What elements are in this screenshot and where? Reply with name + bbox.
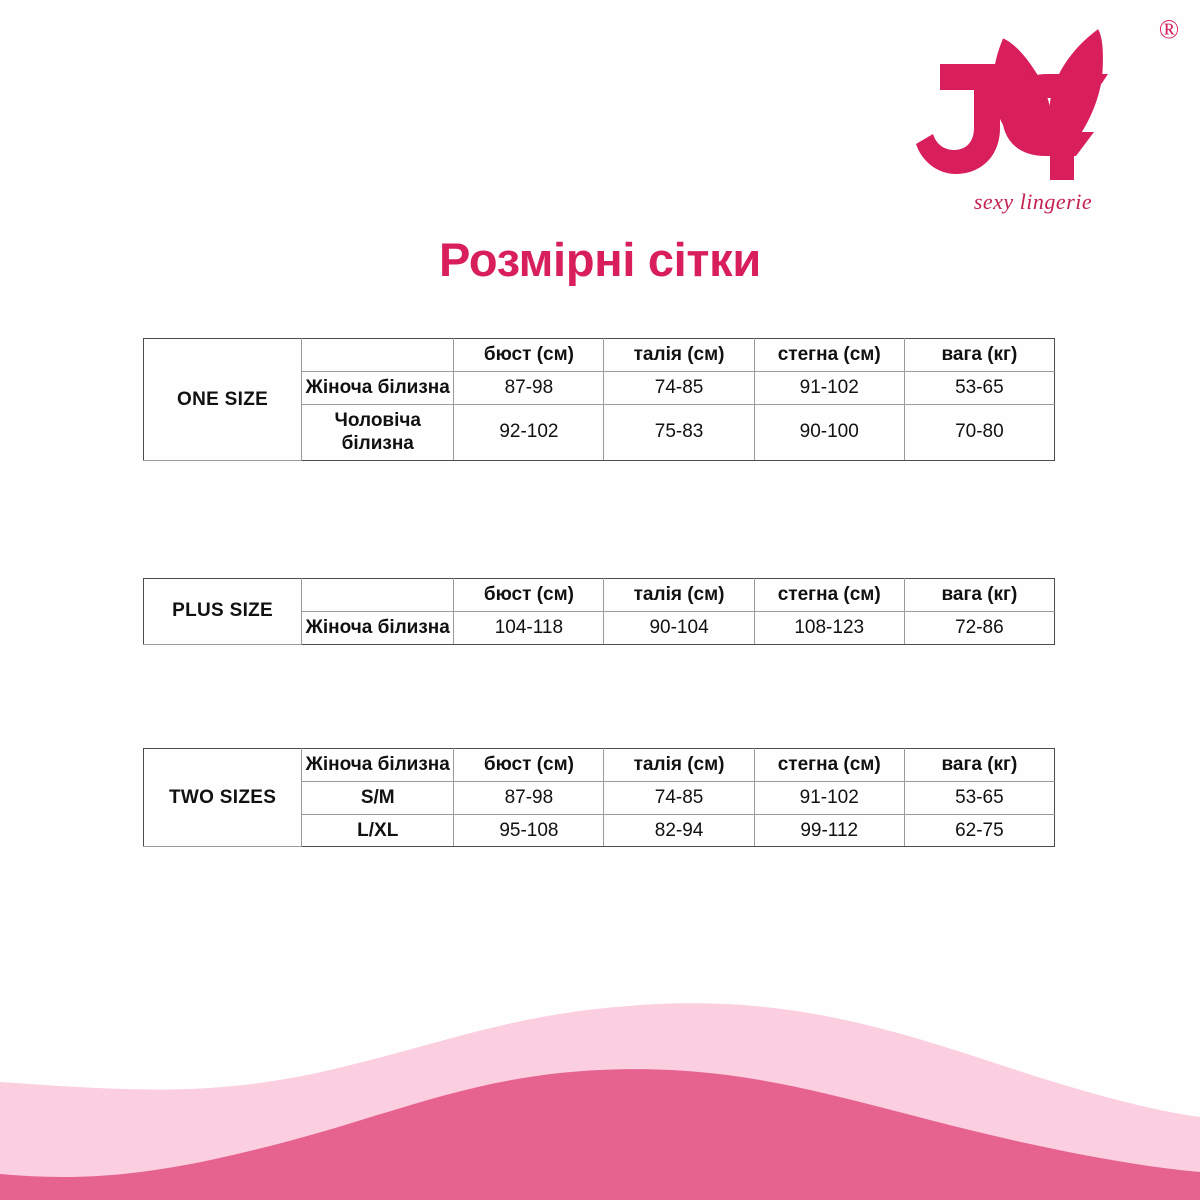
cell-waist: 74-85 [603,780,755,815]
cell-hips: 99-112 [753,813,905,848]
category-label-one-size: ONE SIZE [142,338,303,461]
cell-weight: 53-65 [903,370,1056,405]
cell-bust: 104-118 [453,610,605,645]
cell-bust: 87-98 [453,780,605,815]
cell-weight: 72-86 [903,610,1056,645]
wave-front-shape [0,1069,1200,1200]
table-row-header: PLUS SIZE бюст (см) талія (см) стегна (с… [142,578,1056,645]
size-table-two-sizes: TWO SIZES Жіноча білизна бюст (см) талія… [142,747,1056,848]
cell-hips: 91-102 [753,370,905,405]
header-label-womens: Жіноча білизна [301,748,455,782]
row-label-womens: Жіноча білизна [301,370,455,405]
header-label-blank [301,338,455,372]
cell-waist: 90-104 [603,610,755,645]
decorative-wave-footer [0,1003,1200,1200]
table-row: Жіноча білизна 87-98 74-85 91-102 53-65 [144,370,1056,405]
column-header-bust: бюст (см) [453,748,605,782]
column-header-waist: талія (см) [603,578,755,612]
cell-hips: 90-100 [753,403,905,461]
column-header-waist: талія (см) [603,748,755,782]
column-header-weight: вага (кг) [903,578,1056,612]
column-header-weight: вага (кг) [903,338,1056,372]
row-label-lxl: L/XL [301,813,455,848]
size-table-plus-size: PLUS SIZE бюст (см) талія (см) стегна (с… [142,578,1056,645]
column-header-hips: стегна (см) [753,748,905,782]
column-header-weight: вага (кг) [903,748,1056,782]
brand-logo: ® sexy lingerie [908,8,1179,223]
size-table-one-size: ONE SIZE бюст (см) талія (см) стегна (см… [142,338,1056,461]
header-label-blank [301,578,455,612]
cell-weight: 70-80 [903,403,1056,461]
column-header-bust: бюст (см) [453,338,605,372]
category-label-two-sizes: TWO SIZES [142,747,303,848]
category-label-plus-size: PLUS SIZE [142,578,303,645]
jsy-logo-mark [916,29,1108,180]
cell-bust: 87-98 [453,370,605,405]
table-row: S/M 87-98 74-85 91-102 53-65 [144,780,1056,815]
cell-waist: 74-85 [603,370,755,405]
page-title: Розмірні сітки [439,233,761,286]
column-header-hips: стегна (см) [753,338,905,372]
cell-bust: 92-102 [453,403,605,461]
table-row: Жіноча білизна 104-118 90-104 108-123 72… [144,610,1056,645]
cell-hips: 91-102 [753,780,905,815]
column-header-bust: бюст (см) [453,578,605,612]
table-row: L/XL 95-108 82-94 99-112 62-75 [144,813,1056,848]
registered-trademark-icon: ® [1158,14,1180,44]
row-label-mens: Чоловіча білизна [301,403,455,461]
table-row-header: ONE SIZE бюст (см) талія (см) стегна (см… [142,338,1056,461]
table-row: Чоловіча білизна 92-102 75-83 90-100 70-… [144,403,1056,461]
cell-weight: 62-75 [903,813,1056,848]
brand-tagline: sexy lingerie [973,189,1093,214]
cell-bust: 95-108 [453,813,605,848]
row-label-sm: S/M [301,780,455,815]
table-row-header: TWO SIZES Жіноча білизна бюст (см) талія… [142,747,1056,848]
cell-weight: 53-65 [903,780,1056,815]
column-header-hips: стегна (см) [753,578,905,612]
cell-hips: 108-123 [753,610,905,645]
column-header-waist: талія (см) [603,338,755,372]
cell-waist: 82-94 [603,813,755,848]
cell-waist: 75-83 [603,403,755,461]
row-label-womens: Жіноча білизна [301,610,455,645]
